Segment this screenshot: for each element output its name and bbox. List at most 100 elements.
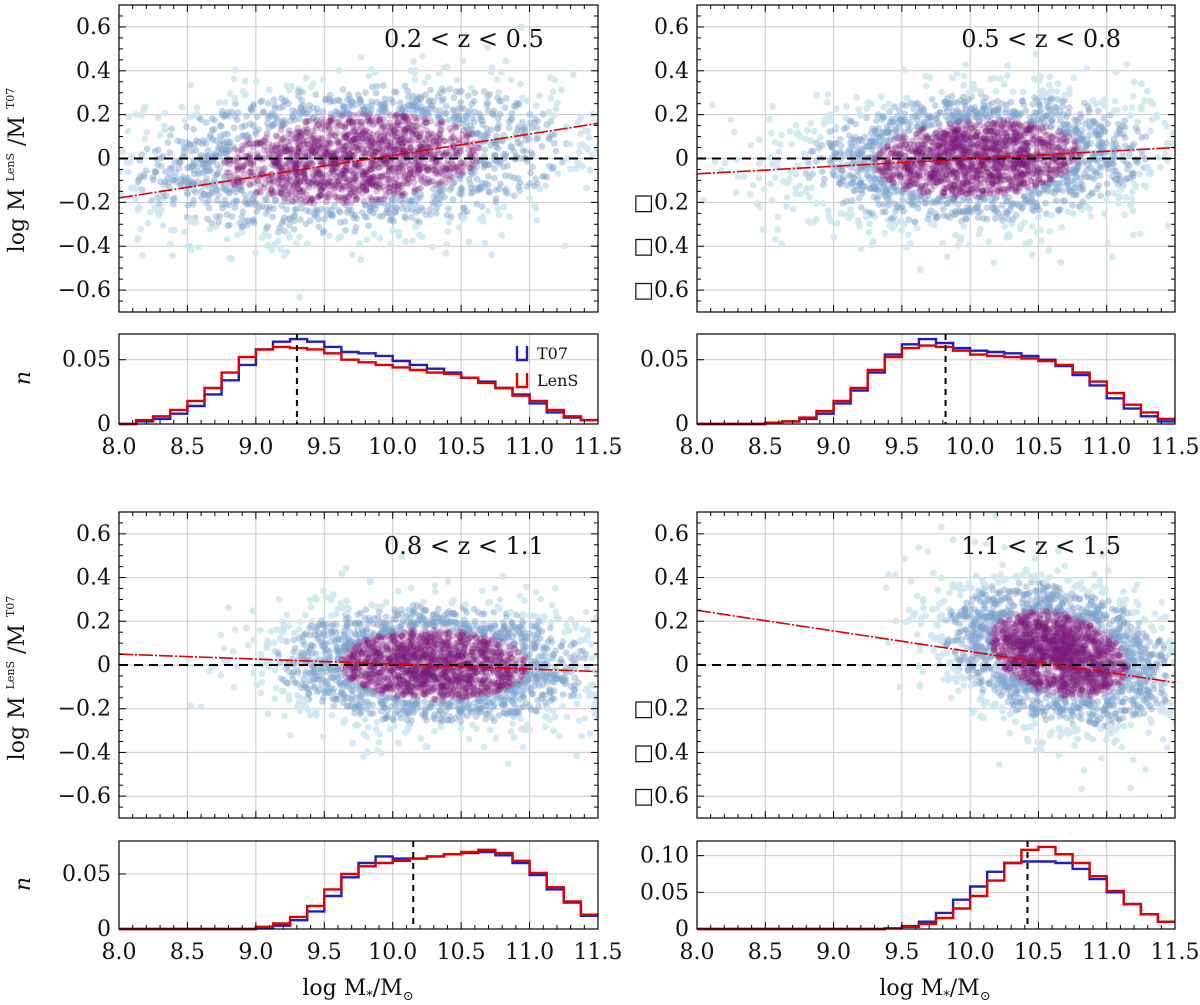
scatter-point: [426, 178, 434, 186]
scatter-point: [411, 148, 419, 156]
scatter-point: [237, 186, 245, 194]
scatter-point: [303, 74, 310, 82]
scatter-point: [813, 91, 821, 99]
scatter-point: [258, 138, 266, 146]
scatter-point: [500, 151, 507, 158]
scatter-point: [276, 154, 283, 162]
scatter-point: [318, 187, 325, 195]
scatter-point: [380, 200, 388, 207]
scatter-point: [373, 136, 380, 144]
scatter-point: [348, 98, 355, 106]
scatter-point: [224, 109, 232, 116]
scatter-point: [359, 135, 367, 143]
scatter-point: [401, 190, 409, 198]
scatter-point: [380, 102, 387, 110]
scatter-point: [346, 176, 353, 184]
scatter-point: [1035, 213, 1042, 221]
scatter-point: [191, 111, 199, 119]
scatter-point: [429, 154, 437, 162]
scatter-point: [507, 116, 515, 124]
scatter-point: [494, 115, 502, 122]
scatter-point: [224, 142, 232, 150]
scatter-point: [318, 186, 326, 193]
scatter-point: [102, 131, 109, 138]
scatter-point: [247, 160, 255, 168]
scatter-point: [453, 151, 461, 159]
scatter-point: [334, 118, 341, 126]
scatter-point: [385, 209, 393, 217]
scatter-point: [538, 143, 546, 150]
scatter-point: [463, 124, 470, 131]
scatter-point: [385, 188, 392, 196]
scatter-point: [214, 147, 222, 155]
scatter-point: [453, 76, 461, 84]
scatter-point: [423, 166, 431, 174]
scatter-point: [263, 196, 270, 204]
scatter-point: [347, 181, 354, 188]
scatter-point: [411, 191, 419, 199]
scatter-point: [892, 183, 900, 191]
scatter-point: [437, 167, 444, 175]
scatter-point: [400, 130, 408, 138]
scatter-point: [322, 144, 329, 151]
scatter-point: [317, 186, 325, 194]
scatter-point: [605, 129, 612, 136]
scatter-point: [144, 219, 152, 227]
scatter-point: [1007, 124, 1015, 132]
scatter-point: [1001, 176, 1008, 184]
scatter-point: [328, 206, 335, 214]
scatter-point: [946, 214, 954, 222]
scatter-point: [534, 117, 542, 125]
scatter-point: [326, 232, 333, 240]
scatter-point: [281, 143, 289, 151]
scatter-point: [278, 94, 285, 102]
scatter-point: [415, 186, 422, 193]
scatter-point: [329, 211, 336, 219]
scatter-point: [275, 176, 283, 184]
scatter-point: [484, 172, 492, 180]
scatter-point: [281, 214, 288, 221]
scatter-point: [1072, 190, 1080, 198]
scatter-point: [188, 178, 195, 186]
scatter-point: [352, 124, 360, 132]
scatter-point: [866, 220, 873, 228]
scatter-point: [348, 140, 356, 148]
scatter-point: [413, 217, 421, 225]
scatter-point: [357, 137, 365, 145]
scatter-point: [519, 147, 527, 155]
scatter-point: [891, 103, 899, 111]
scatter-point: [340, 167, 348, 175]
scatter-point: [311, 148, 319, 156]
scatter-point: [902, 244, 910, 251]
scatter-point: [406, 170, 414, 178]
scatter-point: [348, 103, 356, 110]
scatter-point: [419, 207, 427, 215]
scatter-point: [396, 125, 403, 133]
scatter-point: [960, 222, 968, 230]
scatter-point: [297, 104, 305, 112]
scatter-point: [429, 134, 436, 142]
scatter-point: [1136, 230, 1144, 238]
scatter-point: [366, 109, 374, 117]
scatter-point: [330, 115, 338, 123]
scatter-point: [442, 164, 450, 172]
scatter-point: [394, 139, 402, 147]
scatter-point: [367, 174, 375, 182]
scatter-point: [1048, 212, 1056, 219]
scatter-point: [927, 121, 935, 129]
scatter-point: [373, 113, 381, 121]
scatter-point: [502, 94, 510, 102]
scatter-point: [402, 171, 409, 179]
scatter-point: [246, 154, 254, 161]
scatter-point: [167, 240, 174, 248]
scatter-point: [349, 178, 357, 186]
scatter-point: [1130, 78, 1138, 86]
scatter-point: [192, 147, 200, 155]
scatter-point: [356, 96, 364, 103]
scatter-point: [384, 122, 392, 130]
scatter-point: [453, 110, 461, 118]
scatter-point: [301, 172, 309, 180]
scatter-point: [413, 117, 420, 125]
scatter-point: [405, 101, 413, 109]
scatter-point: [288, 149, 296, 157]
